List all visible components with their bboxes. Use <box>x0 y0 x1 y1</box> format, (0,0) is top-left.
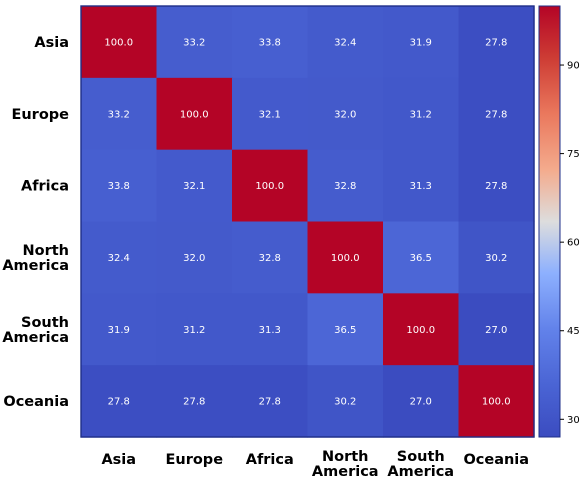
heatmap-cell <box>81 149 158 223</box>
column-label: Africa <box>246 452 294 468</box>
heatmap-cell <box>458 77 535 151</box>
heatmap-cell <box>81 365 158 438</box>
row-label: Africa <box>21 179 69 195</box>
heatmap-cell <box>156 365 233 438</box>
cell-value-label: 27.8 <box>485 109 507 120</box>
heatmap-cells: 100.0 33.2 33.8 32.4 31.9 27.8 33.2 100.0 32.1 32… <box>81 6 535 438</box>
colorbar-tick-label: 45 <box>567 326 580 337</box>
heatmap-cell <box>383 149 460 223</box>
column-label: Asia <box>101 452 136 468</box>
cell-value-label: 100.0 <box>255 181 284 192</box>
heatmap-cell <box>232 149 309 223</box>
cell-value-label: 31.9 <box>410 37 432 48</box>
cell-value-label: 27.0 <box>410 397 432 408</box>
column-label: Oceania <box>463 452 529 468</box>
heatmap-cell <box>458 293 535 366</box>
colorbar-tick-label: 75 <box>567 149 580 160</box>
cell-value-label: 33.2 <box>108 109 130 120</box>
cell-value-label: 30.2 <box>485 253 507 264</box>
colorbar-ticks: 30 45 60 75 90 <box>560 61 580 426</box>
heatmap-cell <box>232 77 309 151</box>
cell-value-label: 31.2 <box>410 109 432 120</box>
cell-value-label: 32.0 <box>334 109 356 120</box>
cell-value-label: 32.0 <box>183 253 205 264</box>
heatmap-cell <box>458 221 535 294</box>
heatmap-cell <box>156 293 233 366</box>
cell-value-label: 31.2 <box>183 325 205 336</box>
cell-value-label: 27.8 <box>485 181 507 192</box>
cell-value-label: 36.5 <box>334 325 356 336</box>
heatmap-cell <box>232 365 309 438</box>
column-labels: Asia Europe Africa North America South America… <box>101 449 529 480</box>
heatmap-cell <box>232 6 309 79</box>
heatmap-cell <box>458 365 535 438</box>
cell-value-label: 32.4 <box>108 253 130 264</box>
cell-value-label: 100.0 <box>180 109 209 120</box>
cell-value-label: 33.8 <box>108 181 130 192</box>
heatmap-cell <box>307 77 384 151</box>
cell-value-label: 100.0 <box>331 253 360 264</box>
cell-value-label: 31.3 <box>410 181 432 192</box>
heatmap-frame <box>80 5 535 438</box>
cell-value-label: 32.1 <box>183 181 205 192</box>
cell-value-label: 27.8 <box>183 397 205 408</box>
colorbar <box>538 5 561 438</box>
row-label: Oceania <box>3 394 69 410</box>
heatmap-cell <box>458 6 535 79</box>
row-label: Asia <box>34 35 69 51</box>
cell-value-label: 27.0 <box>485 325 507 336</box>
column-label: Europe <box>165 452 223 468</box>
cell-value-label: 33.8 <box>259 37 281 48</box>
cell-value-label: 31.9 <box>108 325 130 336</box>
cell-value-label: 32.1 <box>259 109 281 120</box>
colorbar-tick-label: 90 <box>567 61 580 72</box>
heatmap-cell <box>81 293 158 366</box>
cell-value-label: 30.2 <box>334 397 356 408</box>
row-label: Europe <box>11 107 69 123</box>
heatmap-cell <box>156 221 233 294</box>
cell-value-label: 27.8 <box>108 397 130 408</box>
cell-value-label: 33.2 <box>183 37 205 48</box>
heatmap-cell <box>156 77 233 151</box>
cell-value-label: 32.8 <box>259 253 281 264</box>
row-label: North America <box>2 243 69 274</box>
heatmap-cell <box>383 6 460 79</box>
heatmap-cell <box>307 6 384 79</box>
row-label: South America <box>2 315 69 346</box>
row-labels: Asia Europe Africa North America South America… <box>2 35 69 410</box>
heatmap-cell <box>232 293 309 366</box>
heatmap-cell <box>307 293 384 366</box>
heatmap-cell <box>232 221 309 294</box>
heatmap-cell <box>383 365 460 438</box>
cell-value-label: 36.5 <box>410 253 432 264</box>
heatmap-cell <box>81 77 158 151</box>
cell-value-label: 100.0 <box>104 37 133 48</box>
heatmap-cell <box>307 221 384 294</box>
cell-value-label: 32.8 <box>334 181 356 192</box>
cell-value-label: 31.3 <box>259 325 281 336</box>
cell-value-label: 27.8 <box>485 37 507 48</box>
column-label: North America <box>312 449 379 480</box>
cell-value-label: 27.8 <box>259 397 281 408</box>
heatmap-cell <box>458 149 535 223</box>
heatmap-cell <box>307 365 384 438</box>
heatmap-cell <box>383 293 460 366</box>
colorbar-tick-label: 30 <box>567 415 580 426</box>
heatmap-cell <box>383 77 460 151</box>
cell-value-label: 32.4 <box>334 37 356 48</box>
heatmap-cell <box>383 221 460 294</box>
cell-value-label: 100.0 <box>482 397 511 408</box>
colorbar-tick-label: 60 <box>567 238 580 249</box>
cell-value-label: 100.0 <box>406 325 435 336</box>
column-label: South America <box>387 449 454 480</box>
heatmap-cell <box>156 149 233 223</box>
heatmap-cell <box>81 6 158 79</box>
heatmap-cell <box>156 6 233 79</box>
heatmap-cell <box>307 149 384 223</box>
heatmap-cell <box>81 221 158 294</box>
